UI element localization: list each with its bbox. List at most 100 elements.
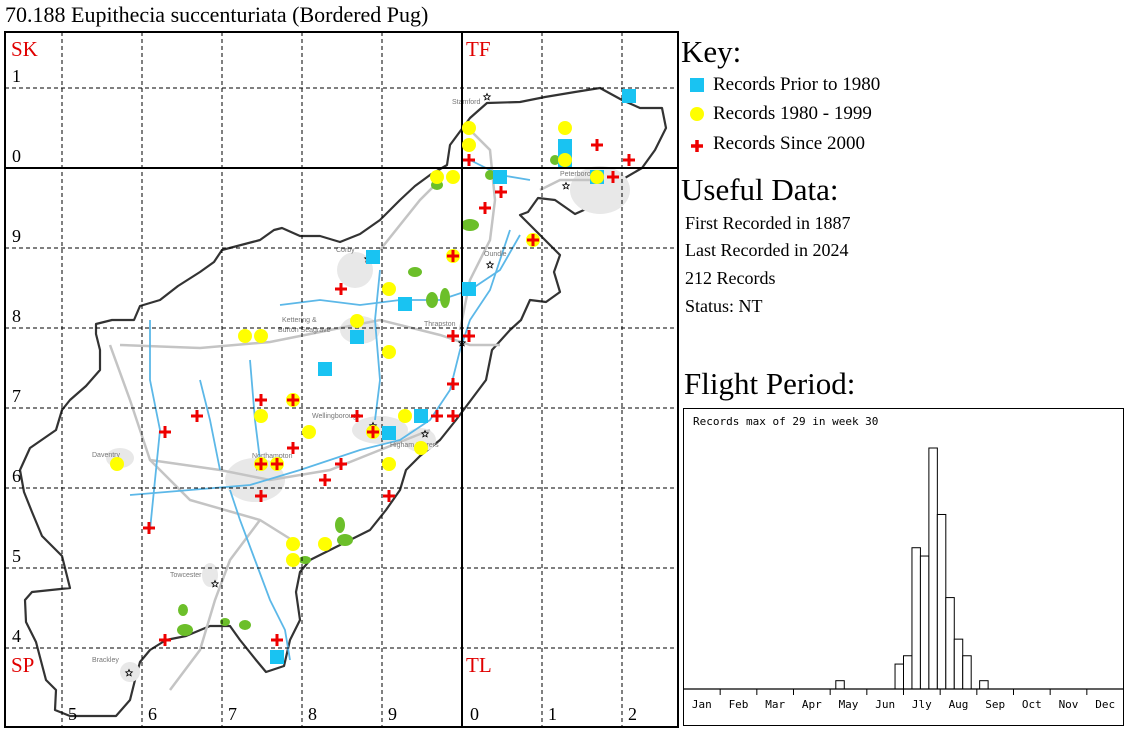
record-1980-1999 <box>110 457 124 471</box>
month-label: Sep <box>985 698 1005 711</box>
month-label: May <box>839 698 859 711</box>
woodland <box>299 556 311 564</box>
town-label: Burton Seagrave <box>278 327 331 334</box>
record-since-2000 <box>335 283 347 295</box>
record-since-2000 <box>287 394 299 406</box>
grid-layer <box>4 31 679 728</box>
urban-area <box>202 563 218 587</box>
river <box>374 269 381 421</box>
road <box>149 428 431 482</box>
record-since-2000 <box>159 634 171 646</box>
record-since-2000 <box>335 458 347 470</box>
river <box>129 229 511 496</box>
record-1980-1999 <box>414 441 428 455</box>
column-label: 2 <box>628 704 637 724</box>
row-label: 0 <box>12 146 21 166</box>
month-label: Feb <box>729 698 749 711</box>
record-since-2000 <box>447 378 459 390</box>
woodland <box>550 155 560 165</box>
flight-period-heading: Flight Period: <box>684 366 856 401</box>
status: Status: NT <box>685 296 763 316</box>
record-1980-1999 <box>382 282 396 296</box>
column-label: 5 <box>68 704 77 724</box>
record-1980-1999 <box>318 537 332 551</box>
record-since-2000 <box>623 154 635 166</box>
record-since-2000 <box>431 410 443 422</box>
record-since-2000 <box>527 234 539 246</box>
record-since-2000 <box>255 394 267 406</box>
bars <box>835 447 989 690</box>
record-1980-1999 <box>382 345 396 359</box>
town-star-icon <box>482 92 492 101</box>
town-label: Northampton <box>252 453 293 460</box>
bar-week-34 <box>962 655 972 690</box>
row-label: 8 <box>12 306 21 326</box>
road <box>539 178 600 192</box>
record-1980-1999 <box>398 409 412 423</box>
record-since-2000 <box>287 442 299 454</box>
legend-label: Records 1980 - 1999 <box>713 103 872 124</box>
chart-frame <box>683 408 1124 726</box>
woodland <box>177 624 193 636</box>
river <box>229 489 291 661</box>
last-recorded: Last Recorded in 2024 <box>685 240 849 260</box>
bar-week-30 <box>928 447 938 690</box>
record-1980-1999 <box>590 170 604 184</box>
town-star-icon <box>561 181 571 190</box>
legend-item-since-2000: Records Since 2000 <box>690 133 865 155</box>
town-label: Thrapston <box>424 321 456 328</box>
legend-label: Records Prior to 1980 <box>713 74 881 95</box>
woodland <box>239 620 251 630</box>
town-label: Daventry <box>92 452 121 459</box>
town-star-icon <box>210 579 220 588</box>
record-1980-1999 <box>446 170 460 184</box>
column-label: 6 <box>148 704 157 724</box>
month-label: Apr <box>802 698 822 711</box>
road <box>108 344 301 547</box>
grid-square-label: SK <box>11 37 38 61</box>
record-prior-1980 <box>462 282 476 296</box>
row-label: 7 <box>12 386 21 406</box>
legend-label: Records Since 2000 <box>713 133 865 154</box>
record-1980-1999 <box>558 121 572 135</box>
woodland <box>485 170 495 180</box>
record-since-2000 <box>495 186 507 198</box>
town-label: Corby <box>336 247 355 254</box>
record-since-2000 <box>319 474 331 486</box>
blue-square-icon <box>690 78 704 92</box>
river <box>149 320 161 531</box>
record-1980-1999 <box>254 409 268 423</box>
row-label: 9 <box>12 226 21 246</box>
bar-week-19 <box>835 680 845 690</box>
town-label: Stamford <box>452 99 481 106</box>
record-1980-1999 <box>382 457 396 471</box>
month-label: Aug <box>949 698 969 711</box>
record-1980-1999 <box>462 121 476 135</box>
column-label: 8 <box>308 704 317 724</box>
record-prior-1980 <box>382 426 396 440</box>
bar-week-27 <box>903 655 913 690</box>
record-since-2000 <box>447 410 459 422</box>
town-label: Brackley <box>92 657 119 664</box>
record-prior-1980 <box>414 409 428 423</box>
town-label: Oundle <box>484 251 507 258</box>
river <box>199 379 221 471</box>
town-star-icon <box>124 668 134 677</box>
record-prior-1980 <box>398 297 412 311</box>
record-1980-1999 <box>350 314 364 328</box>
record-1980-1999 <box>302 425 316 439</box>
bar-week-31 <box>936 513 947 690</box>
town-star-icon <box>420 429 430 438</box>
record-1980-1999 <box>558 153 572 167</box>
town-star-icon <box>485 260 495 269</box>
record-prior-1980 <box>558 139 572 153</box>
useful-data-heading: Useful Data: <box>681 172 839 207</box>
record-prior-1980 <box>622 89 636 103</box>
grid-square-label: SP <box>11 653 34 677</box>
record-since-2000 <box>271 634 283 646</box>
record-1980-1999 <box>462 138 476 152</box>
key-heading: Key: <box>681 34 742 69</box>
record-prior-1980 <box>366 250 380 264</box>
grid-square-label: TF <box>466 37 491 61</box>
